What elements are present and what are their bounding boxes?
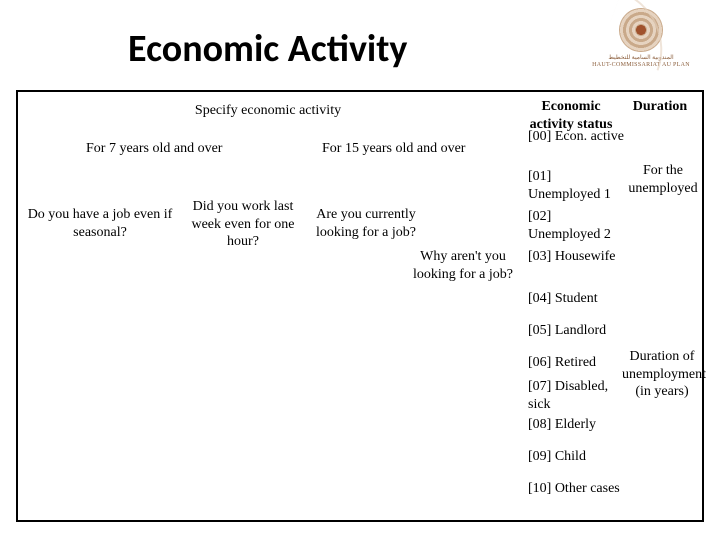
sub-for7: For 7 years old and over [86, 140, 222, 158]
q-looking: Are you currently looking for a job? [306, 206, 426, 241]
status-03: [03] Housewife [528, 248, 624, 266]
sub-for15: For 15 years old and over [322, 140, 465, 158]
status-10: [10] Other cases [528, 480, 624, 498]
status-01: [01] Unemployed 1 [528, 168, 624, 203]
status-07: [07] Disabled, sick [528, 378, 624, 413]
status-04: [04] Student [528, 290, 624, 308]
status-08: [08] Elderly [528, 416, 624, 434]
header-status-bold: Economic activity status [530, 99, 613, 132]
status-00: [00] Econ. active [528, 128, 624, 146]
page-title: Economic Activity [128, 26, 407, 72]
logo-icon [619, 8, 663, 52]
duration-1: For the unemployed [624, 162, 702, 197]
content-frame: Specify economic activity Economic activ… [16, 90, 704, 522]
logo: المندوبية السامية للتخطيط HAUT-COMMISSAR… [576, 8, 706, 68]
status-05: [05] Landlord [528, 322, 624, 340]
q-lastweek: Did you work last week even for one hour… [178, 198, 308, 251]
status-02: [02] Unemployed 2 [528, 208, 624, 243]
q-seasonal: Do you have a job even if seasonal? [20, 206, 180, 241]
q-whynot: Why aren't you looking for a job? [398, 248, 528, 283]
duration-2: Duration of unemployment (in years) [622, 348, 702, 401]
header-specify: Specify economic activity [168, 102, 368, 120]
header-duration: Duration [620, 98, 700, 116]
status-09: [09] Child [528, 448, 624, 466]
status-06: [06] Retired [528, 354, 624, 372]
